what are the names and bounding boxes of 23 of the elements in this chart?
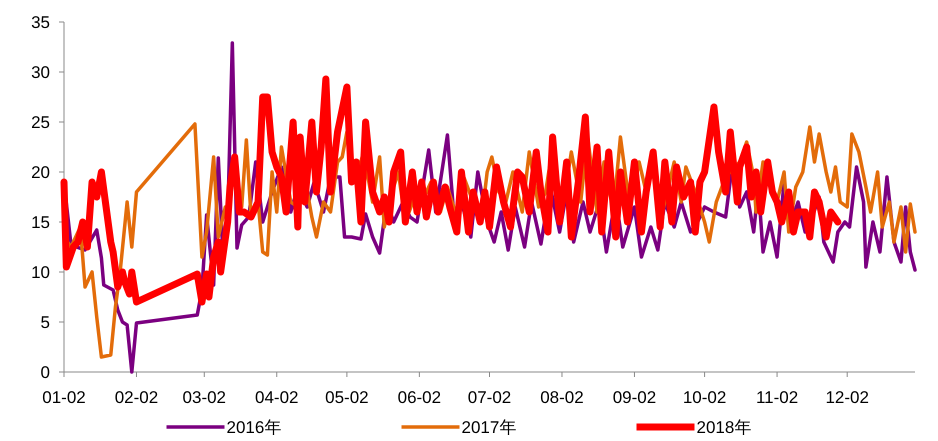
y-tick-label: 15 [31,213,50,232]
x-tick-label: 02-02 [114,388,158,407]
x-tick-label: 08-02 [540,388,584,407]
x-tick-label: 06-02 [398,388,442,407]
x-tick-label: 07-02 [468,388,512,407]
y-tick-label: 0 [40,363,50,382]
x-tick-label: 10-02 [682,388,726,407]
x-tick-label: 05-02 [325,388,369,407]
y-tick-label: 5 [40,313,50,332]
x-tick-label: 03-02 [182,388,226,407]
y-tick-label: 30 [31,63,50,82]
legend-label: 2018年 [696,418,752,437]
x-tick-label: 12-02 [825,388,869,407]
x-tick-label: 11-02 [756,388,798,407]
x-tick-label: 04-02 [255,388,298,407]
y-tick-label: 35 [31,13,50,32]
y-tick-label: 25 [31,113,50,132]
x-tick-label: 09-02 [612,388,656,407]
legend-label: 2017年 [462,418,516,437]
y-tick-label: 20 [31,163,50,182]
legend-label: 2016年 [226,418,282,437]
y-tick-label: 10 [31,263,50,282]
x-tick-label: 01-02 [42,388,86,407]
